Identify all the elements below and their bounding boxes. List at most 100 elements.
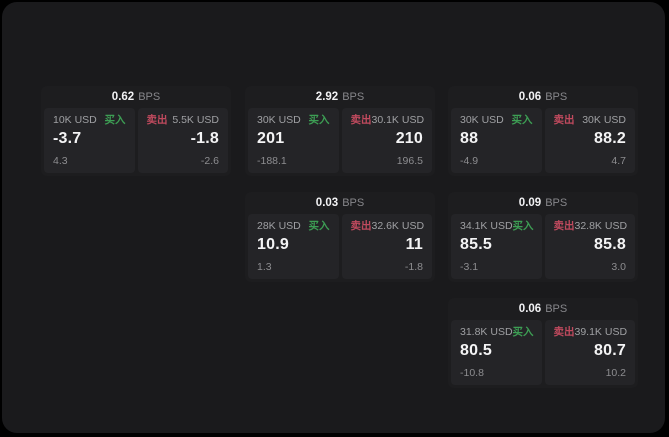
bps-unit-label: BPS bbox=[342, 91, 365, 103]
quote-card: 0.09 BPS 34.1K USD 买入 85.5 -3.1 卖出 32.8K… bbox=[448, 192, 638, 282]
sell-price: 11 bbox=[405, 236, 423, 253]
sell-price: 85.8 bbox=[594, 236, 626, 253]
card-header: 0.09 BPS bbox=[451, 192, 635, 214]
sell-panel-header: 卖出 30K USD bbox=[554, 114, 627, 127]
quote-panels: 31.8K USD 买入 80.5 -10.8 卖出 39.1K USD 80.… bbox=[451, 320, 635, 385]
buy-side-label: 买入 bbox=[308, 114, 330, 126]
sell-price: 210 bbox=[395, 130, 423, 147]
buy-panel-header: 28K USD 买入 bbox=[257, 220, 330, 233]
buy-amount: 34.1K USD bbox=[460, 220, 513, 232]
sell-amount: 30.1K USD bbox=[371, 114, 425, 126]
sell-panel-header: 卖出 32.6K USD bbox=[350, 220, 425, 233]
sell-delta: 196.5 bbox=[396, 155, 423, 167]
buy-panel[interactable]: 30K USD 买入 201 -188.1 bbox=[248, 108, 339, 173]
quote-card: 0.06 BPS 31.8K USD 买入 80.5 -10.8 卖出 39.1… bbox=[448, 298, 638, 388]
quote-panels: 34.1K USD 买入 85.5 -3.1 卖出 32.8K USD 85.8… bbox=[451, 214, 635, 279]
card-header: 0.03 BPS bbox=[248, 192, 432, 214]
buy-amount: 10K USD bbox=[53, 114, 97, 126]
bps-unit-label: BPS bbox=[545, 197, 568, 209]
sell-panel[interactable]: 卖出 30.1K USD 210 196.5 bbox=[341, 108, 432, 173]
sell-panel-header: 卖出 39.1K USD bbox=[553, 326, 628, 339]
sell-delta: 10.2 bbox=[605, 367, 626, 379]
sell-price: -1.8 bbox=[190, 130, 219, 147]
buy-amount: 28K USD bbox=[257, 220, 301, 232]
buy-amount: 31.8K USD bbox=[460, 326, 513, 338]
buy-panel-header: 30K USD 买入 bbox=[460, 114, 533, 127]
buy-side-label: 买入 bbox=[512, 326, 534, 338]
quote-card: 2.92 BPS 30K USD 买入 201 -188.1 卖出 30.1K … bbox=[245, 86, 435, 176]
buy-price: 85.5 bbox=[460, 236, 492, 253]
buy-side-label: 买入 bbox=[511, 114, 533, 126]
sell-panel[interactable]: 卖出 30K USD 88.2 4.7 bbox=[544, 108, 635, 173]
buy-side-label: 买入 bbox=[104, 114, 126, 126]
sell-price: 80.7 bbox=[594, 342, 626, 359]
buy-delta: -3.1 bbox=[460, 261, 479, 273]
sell-panel-header: 卖出 32.8K USD bbox=[553, 220, 628, 233]
buy-price: 80.5 bbox=[460, 342, 492, 359]
sell-side-label: 卖出 bbox=[553, 326, 575, 338]
buy-panel[interactable]: 30K USD 买入 88 -4.9 bbox=[451, 108, 542, 173]
buy-delta: 4.3 bbox=[53, 155, 68, 167]
card-header: 2.92 BPS bbox=[248, 86, 432, 108]
card-header: 0.62 BPS bbox=[44, 86, 228, 108]
buy-price: -3.7 bbox=[53, 130, 82, 147]
buy-price: 88 bbox=[460, 130, 479, 147]
sell-side-label: 卖出 bbox=[553, 220, 575, 232]
buy-panel[interactable]: 10K USD 买入 -3.7 4.3 bbox=[44, 108, 135, 173]
bps-unit-label: BPS bbox=[545, 303, 568, 315]
buy-side-label: 买入 bbox=[308, 220, 330, 232]
buy-price: 10.9 bbox=[257, 236, 289, 253]
quote-panels: 10K USD 买入 -3.7 4.3 卖出 5.5K USD -1.8 -2.… bbox=[44, 108, 228, 173]
sell-side-label: 卖出 bbox=[350, 114, 372, 126]
sell-panel-header: 卖出 30.1K USD bbox=[350, 114, 425, 127]
buy-amount: 30K USD bbox=[257, 114, 301, 126]
buy-panel-header: 34.1K USD 买入 bbox=[460, 220, 534, 233]
sell-panel[interactable]: 卖出 32.6K USD 11 -1.8 bbox=[341, 214, 432, 279]
quote-panels: 28K USD 买入 10.9 1.3 卖出 32.6K USD 11 -1.8 bbox=[248, 214, 432, 279]
card-header: 0.06 BPS bbox=[451, 86, 635, 108]
sell-amount: 39.1K USD bbox=[574, 326, 628, 338]
bps-value: 0.03 bbox=[315, 197, 339, 209]
quote-panels: 30K USD 买入 201 -188.1 卖出 30.1K USD 210 1… bbox=[248, 108, 432, 173]
buy-price: 201 bbox=[257, 130, 285, 147]
buy-side-label: 买入 bbox=[512, 220, 534, 232]
sell-delta: 4.7 bbox=[611, 155, 626, 167]
sell-side-label: 卖出 bbox=[350, 220, 372, 232]
buy-panel-header: 30K USD 买入 bbox=[257, 114, 330, 127]
sell-panel[interactable]: 卖出 5.5K USD -1.8 -2.6 bbox=[137, 108, 228, 173]
bps-unit-label: BPS bbox=[545, 91, 568, 103]
app-surface: 0.62 BPS 10K USD 买入 -3.7 4.3 卖出 5.5K USD… bbox=[2, 2, 665, 433]
card-header: 0.06 BPS bbox=[451, 298, 635, 320]
sell-panel-header: 卖出 5.5K USD bbox=[147, 114, 220, 127]
buy-panel[interactable]: 31.8K USD 买入 80.5 -10.8 bbox=[451, 320, 542, 385]
sell-price: 88.2 bbox=[594, 130, 626, 147]
sell-panel[interactable]: 卖出 32.8K USD 85.8 3.0 bbox=[544, 214, 635, 279]
sell-side-label: 卖出 bbox=[146, 114, 168, 126]
quote-card: 0.06 BPS 30K USD 买入 88 -4.9 卖出 30K USD 8… bbox=[448, 86, 638, 176]
bps-value: 2.92 bbox=[315, 91, 339, 103]
buy-amount: 30K USD bbox=[460, 114, 504, 126]
bps-value: 0.06 bbox=[518, 303, 542, 315]
sell-delta: -2.6 bbox=[200, 155, 219, 167]
bps-value: 0.06 bbox=[518, 91, 542, 103]
sell-amount: 30K USD bbox=[582, 114, 626, 126]
buy-panel-header: 31.8K USD 买入 bbox=[460, 326, 534, 339]
buy-delta: 1.3 bbox=[257, 261, 272, 273]
sell-delta: 3.0 bbox=[611, 261, 626, 273]
sell-amount: 32.8K USD bbox=[574, 220, 628, 232]
sell-panel[interactable]: 卖出 39.1K USD 80.7 10.2 bbox=[544, 320, 635, 385]
buy-panel[interactable]: 34.1K USD 买入 85.5 -3.1 bbox=[451, 214, 542, 279]
sell-amount: 5.5K USD bbox=[172, 114, 219, 126]
quote-card: 0.62 BPS 10K USD 买入 -3.7 4.3 卖出 5.5K USD… bbox=[41, 86, 231, 176]
quote-card: 0.03 BPS 28K USD 买入 10.9 1.3 卖出 32.6K US… bbox=[245, 192, 435, 282]
sell-delta: -1.8 bbox=[404, 261, 423, 273]
bps-value: 0.09 bbox=[518, 197, 542, 209]
buy-delta: -188.1 bbox=[257, 155, 287, 167]
quote-panels: 30K USD 买入 88 -4.9 卖出 30K USD 88.2 4.7 bbox=[451, 108, 635, 173]
bps-unit-label: BPS bbox=[138, 91, 161, 103]
sell-side-label: 卖出 bbox=[553, 114, 575, 126]
buy-delta: -4.9 bbox=[460, 155, 479, 167]
buy-panel-header: 10K USD 买入 bbox=[53, 114, 126, 127]
buy-panel[interactable]: 28K USD 买入 10.9 1.3 bbox=[248, 214, 339, 279]
bps-unit-label: BPS bbox=[342, 197, 365, 209]
